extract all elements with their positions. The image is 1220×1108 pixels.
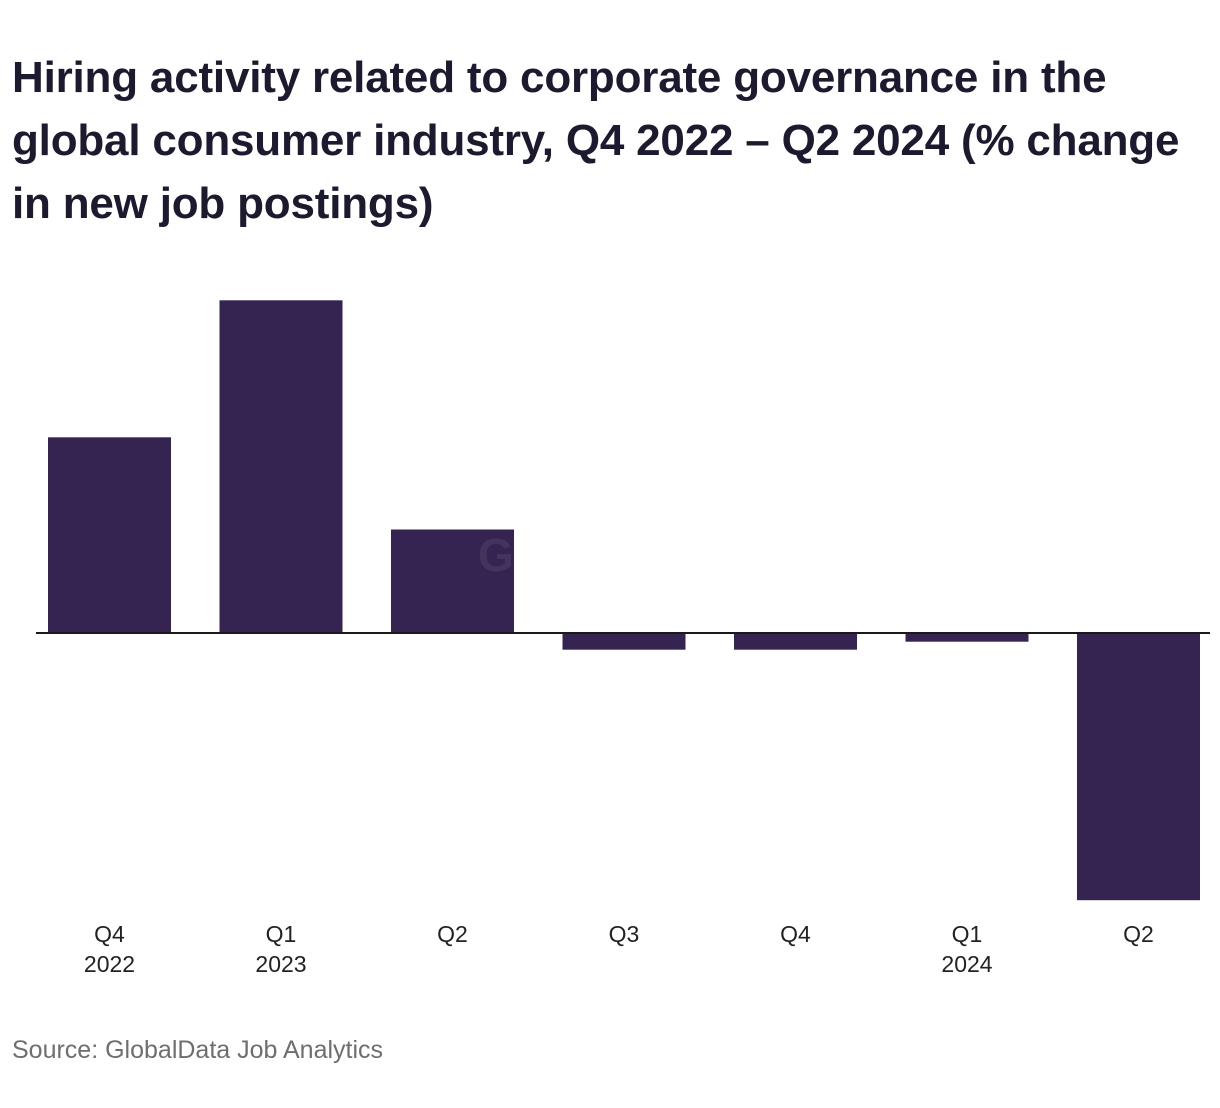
x-tick-label-quarter: Q4 (780, 921, 811, 947)
x-tick-label-year: 2023 (255, 951, 306, 977)
chart-title: Hiring activity related to corporate gov… (12, 53, 1180, 228)
x-tick-label-quarter: Q3 (609, 921, 640, 947)
bar-q2-q2 (391, 529, 514, 633)
source-note: Source: GlobalData Job Analytics (12, 1036, 384, 1064)
bar-q4-2022 (48, 437, 171, 633)
x-tick-label-quarter: Q2 (1123, 921, 1154, 947)
bar-q3-q3 (562, 633, 686, 650)
x-tick-label-quarter: Q1 (952, 921, 983, 947)
bar-q1-2024 (905, 633, 1029, 642)
x-tick-label-year: 2024 (941, 951, 992, 977)
bar-q1-2023 (219, 300, 343, 633)
bar-q2-q6 (1077, 633, 1200, 901)
x-tick-label-quarter: Q4 (94, 921, 125, 947)
bar-q4-q4 (734, 633, 857, 650)
x-tick-label-year: 2022 (84, 951, 135, 977)
x-axis-tick-labels: Q4 2022 Q1 2023 Q2 Q3 Q4 Q1 2024 Q2 (84, 921, 1154, 977)
x-tick-label-quarter: Q1 (266, 921, 297, 947)
x-tick-label-quarter: Q2 (437, 921, 468, 947)
bar-group (48, 300, 1200, 901)
